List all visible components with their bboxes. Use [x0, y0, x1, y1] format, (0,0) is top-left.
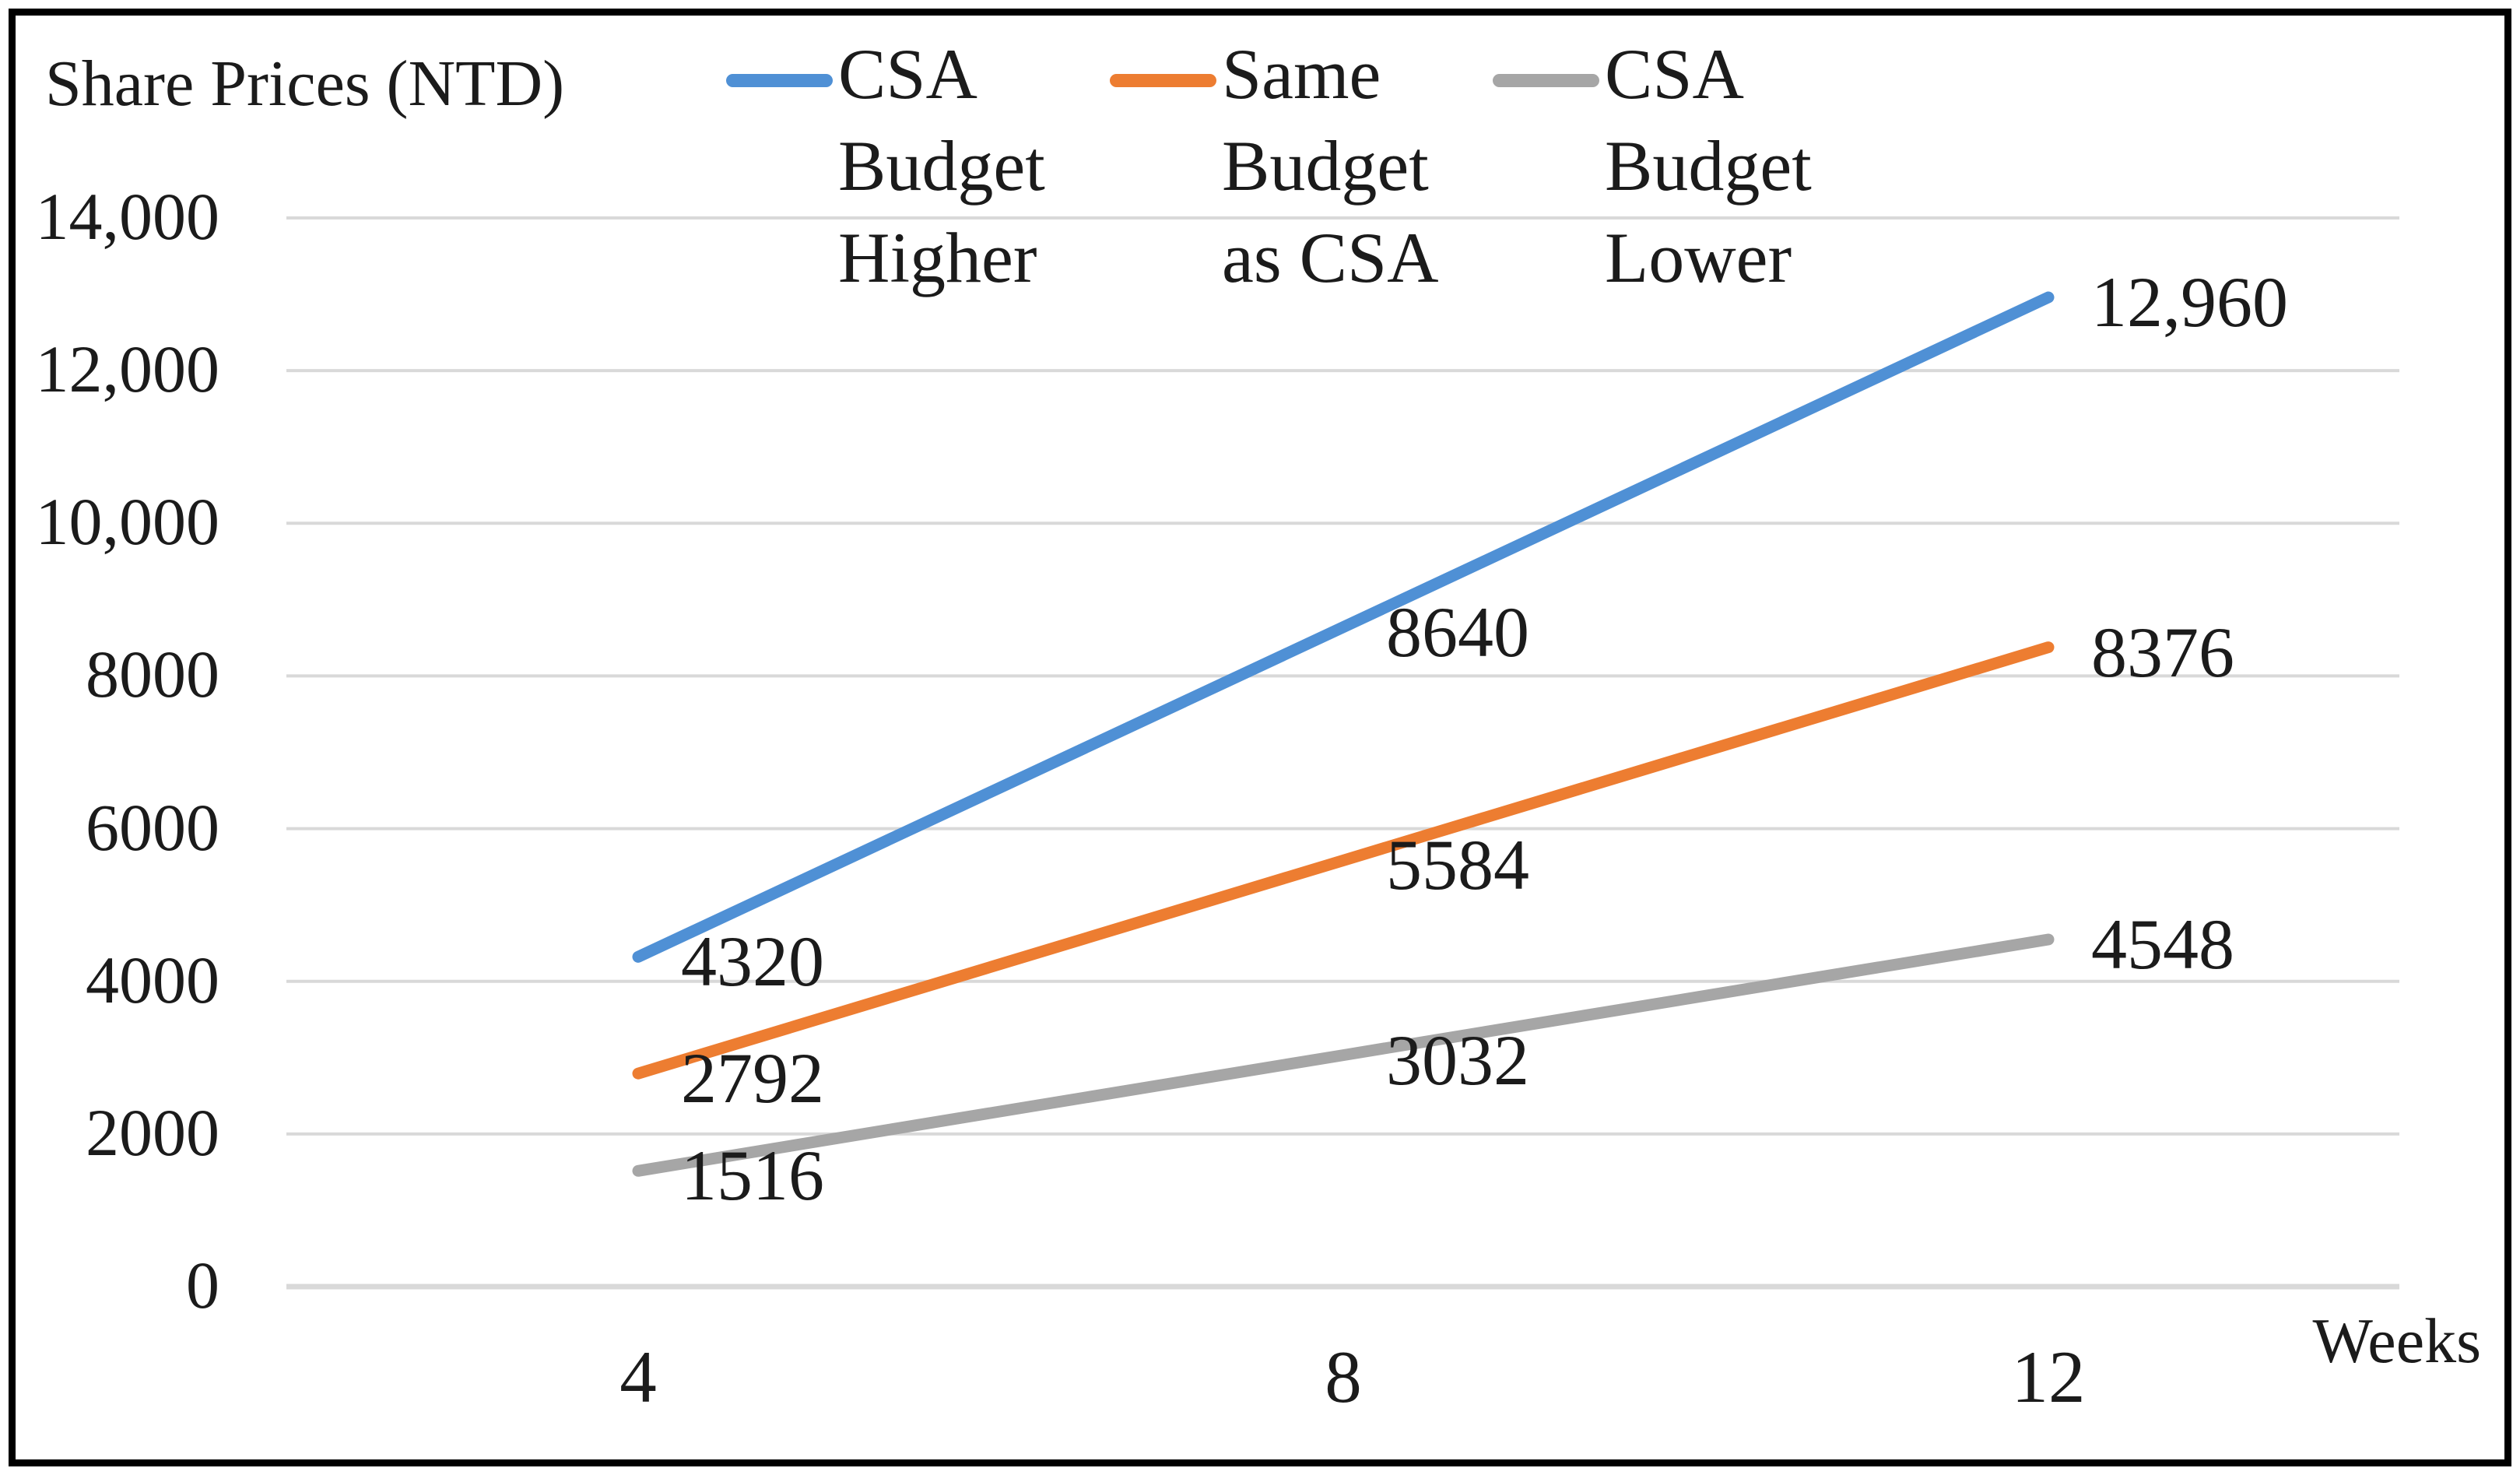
data-label: 1516: [681, 1136, 824, 1216]
data-label: 12,960: [2091, 262, 2288, 342]
y-tick-label: 4000: [86, 942, 219, 1017]
y-tick-label: 2000: [86, 1094, 219, 1170]
legend-label: CSA Budget Higher: [838, 28, 1045, 304]
legend-item-same-budget-as-csa: Same Budget as CSA: [1110, 28, 1439, 304]
y-tick-label: 12,000: [35, 332, 220, 407]
data-label: 4548: [2091, 904, 2234, 984]
x-tick-label: 8: [1325, 1336, 1362, 1418]
legend-item-csa-budget-lower: CSA Budget Lower: [1493, 28, 1812, 304]
legend-label-line: Budget: [838, 126, 1045, 205]
data-label: 3032: [1386, 1020, 1529, 1100]
legend-label-line: Budget: [1222, 126, 1429, 205]
y-tick-label: 8000: [86, 637, 219, 712]
data-label: 4320: [681, 922, 824, 1002]
x-tick-label: 12: [2011, 1336, 2086, 1418]
data-label: 2792: [681, 1038, 824, 1119]
legend-swatch-orange-line-icon: [1110, 74, 1216, 87]
data-label: 5584: [1386, 825, 1529, 905]
legend-label: CSA Budget Lower: [1605, 28, 1812, 304]
y-tick-label: 14,000: [35, 179, 220, 254]
data-label: 8640: [1386, 592, 1529, 672]
legend-label-line: Same: [1222, 34, 1381, 114]
legend-label-line: Higher: [838, 218, 1037, 297]
series-line-csa-budget-higher: [632, 291, 2055, 963]
legend-swatch-gray-line-icon: [1493, 74, 1599, 87]
y-axis-title: Share Prices (NTD): [45, 47, 565, 120]
x-axis-title: Weeks: [2312, 1305, 2481, 1376]
legend-label-line: Lower: [1605, 218, 1792, 297]
legend-swatch-blue-line-icon: [726, 74, 833, 87]
legend-label: Same Budget as CSA: [1222, 28, 1439, 304]
series-line-same-budget-as-csa: [632, 641, 2055, 1080]
series-line-csa-budget-lower: [632, 933, 2055, 1177]
x-tick-label: 4: [619, 1336, 657, 1418]
legend-item-csa-budget-higher: CSA Budget Higher: [726, 28, 1045, 304]
y-tick-label: 6000: [86, 789, 219, 865]
legend-label-line: CSA: [838, 34, 977, 114]
y-tick-label: 0: [186, 1248, 219, 1322]
legend-label-line: Budget: [1605, 126, 1812, 205]
legend-label-line: as CSA: [1222, 218, 1439, 297]
data-label: 8376: [2091, 612, 2234, 692]
legend-label-line: CSA: [1605, 34, 1744, 114]
y-tick-label: 10,000: [35, 484, 220, 560]
